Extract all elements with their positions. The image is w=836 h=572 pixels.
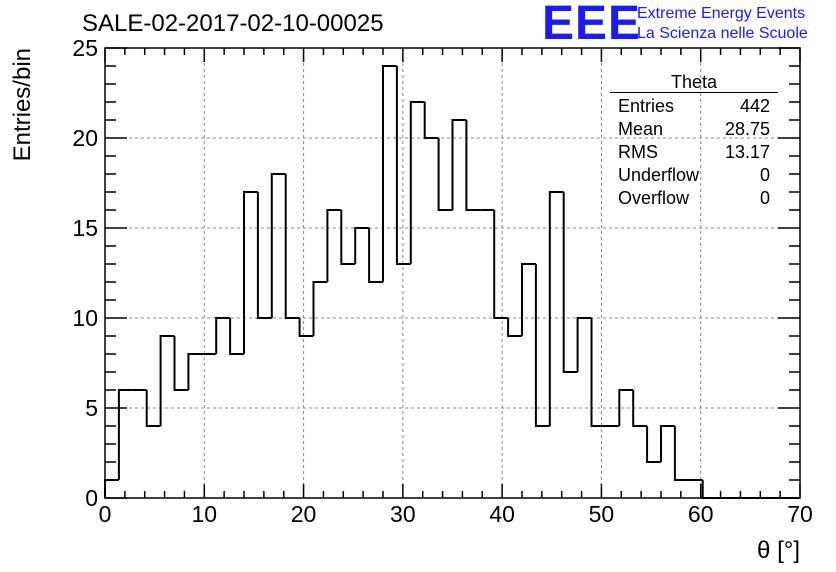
y-tick-label: 15 xyxy=(72,215,98,241)
stats-value: 0 xyxy=(759,188,770,208)
chart-title: SALE-02-2017-02-10-00025 xyxy=(82,10,384,37)
y-tick-label: 20 xyxy=(72,125,98,151)
histogram-bin xyxy=(326,209,342,282)
stats-value: 28.75 xyxy=(724,119,770,139)
histogram-bars xyxy=(104,65,800,499)
histogram-bin xyxy=(298,318,314,337)
histogram-bin xyxy=(215,317,231,354)
histogram-bin xyxy=(590,318,606,427)
histogram-bin xyxy=(340,210,356,265)
x-tick-label: 60 xyxy=(688,501,714,527)
x-tick-label: 70 xyxy=(787,501,813,527)
histogram-bin xyxy=(618,389,634,426)
x-tick-label: 20 xyxy=(291,501,317,527)
stats-row-overflow: Overflow 0 xyxy=(610,187,778,210)
y-tick-label: 5 xyxy=(85,395,98,421)
histogram-bin xyxy=(562,192,578,373)
tick-labels: 0 10 20 30 40 50 60 70 0 5 10 15 20 25 xyxy=(72,35,812,527)
x-tick-label: 30 xyxy=(390,501,416,527)
histogram-bin xyxy=(701,480,717,499)
histogram-bin xyxy=(576,317,592,372)
histogram-bin xyxy=(507,318,522,337)
logo-text-line2: La Scienza nelle Scuole xyxy=(637,25,808,42)
histogram-bin xyxy=(187,353,203,390)
histogram-bin xyxy=(534,264,550,427)
stats-label: Mean xyxy=(618,119,664,139)
stats-label: Entries xyxy=(618,96,675,116)
histogram-bin xyxy=(117,389,133,480)
plot-frame xyxy=(104,47,801,499)
histogram-bin xyxy=(423,102,439,139)
histogram-bin xyxy=(368,228,383,283)
stats-row-underflow: Underflow 0 xyxy=(610,164,778,187)
histogram-bin xyxy=(159,335,175,426)
histogram-bin xyxy=(284,174,300,319)
stats-row-entries: Entries 442 xyxy=(610,95,778,118)
stats-value: 442 xyxy=(739,96,770,116)
histogram-bin xyxy=(493,210,509,319)
stats-row-mean: Mean 28.75 xyxy=(610,118,778,141)
x-axis-label: θ [°] xyxy=(757,537,800,564)
histogram-bin xyxy=(646,426,661,463)
histogram-bin xyxy=(548,191,564,426)
y-axis-label: Entries/bin xyxy=(9,48,36,161)
x-tick-label: 10 xyxy=(191,501,217,527)
histogram-bin xyxy=(395,66,411,265)
histogram-bin xyxy=(145,390,161,427)
y-tick-label: 10 xyxy=(72,305,98,331)
stats-label: RMS xyxy=(618,142,658,162)
axis-ticks xyxy=(104,47,801,499)
histogram-bin xyxy=(104,479,119,498)
x-tick-label: 40 xyxy=(489,501,515,527)
histogram-bin xyxy=(465,120,481,211)
histogram-bin xyxy=(256,192,272,319)
histogram-bin xyxy=(229,318,244,355)
stats-title: Theta xyxy=(610,72,778,93)
stats-value: 13.17 xyxy=(724,142,770,162)
histogram-bin xyxy=(173,336,189,391)
histogram-bin xyxy=(382,65,397,282)
histogram-bin xyxy=(521,263,536,336)
x-tick-label: 50 xyxy=(589,501,615,527)
stats-label: Overflow xyxy=(618,188,690,208)
histogram-bin xyxy=(354,227,370,264)
histogram-bin xyxy=(312,281,328,336)
histogram-bin xyxy=(660,425,675,462)
y-tick-label: 25 xyxy=(72,35,98,61)
logo-text-line1: Extreme Energy Events xyxy=(637,5,806,22)
stats-value: 0 xyxy=(759,165,770,185)
histogram-bin xyxy=(673,426,689,481)
stats-row-rms: RMS 13.17 xyxy=(610,141,778,164)
eee-logo: EEE xyxy=(542,0,642,50)
histogram-bin xyxy=(270,173,286,318)
histogram-bin xyxy=(632,390,648,427)
histogram-bin xyxy=(409,101,425,264)
histogram-bin xyxy=(451,119,467,210)
histogram-bin xyxy=(243,191,258,354)
y-tick-label: 0 xyxy=(85,485,98,511)
stats-box: Theta Entries 442 Mean 28.75 RMS 13.17 U… xyxy=(610,72,778,210)
histogram-bin xyxy=(437,138,453,211)
x-tick-label: 0 xyxy=(99,501,112,527)
stats-label: Underflow xyxy=(618,165,700,185)
